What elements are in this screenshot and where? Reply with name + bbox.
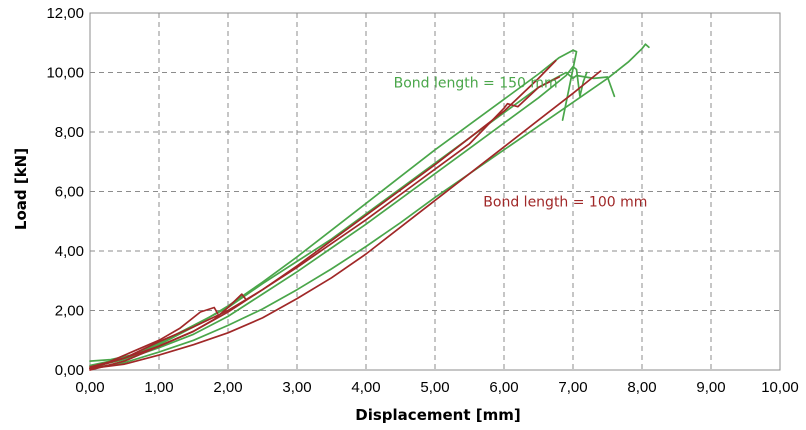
x-axis-title: Displacement [mm] (355, 406, 520, 424)
x-tick-label: 2,00 (213, 379, 242, 396)
x-tick-label: 3,00 (282, 379, 311, 396)
x-tick-label: 4,00 (351, 379, 380, 396)
grid (89, 12, 781, 371)
x-tick-label: 1,00 (144, 379, 173, 396)
tick-labels: 0,00 1,00 2,00 3,00 4,00 5,00 6,00 7,00 8,00 9,00… (46, 5, 798, 396)
series-line-bond-100 (89, 76, 561, 370)
x-tick-label: 8,00 (627, 379, 656, 396)
series-line-bond-150 (89, 71, 616, 362)
x-tick-label: 6,00 (489, 379, 518, 396)
x-tick-label: 0,00 (75, 379, 104, 396)
y-tick-label: 2,00 (55, 303, 84, 320)
series-line-bond-100 (89, 59, 557, 371)
y-tick-label: 10,00 (46, 65, 84, 82)
y-axis-title: Load [kN] (12, 148, 30, 230)
y-tick-label: 4,00 (55, 243, 84, 260)
annotation-bond-150: Bond length = 150 mm (394, 75, 558, 91)
series-line-bond-100 (89, 293, 247, 368)
x-tick-label: 9,00 (696, 379, 725, 396)
y-tick-label: 6,00 (55, 184, 84, 201)
series-line-bond-150 (89, 43, 650, 370)
annotation-bond-100: Bond length = 100 mm (483, 194, 647, 210)
x-tick-label: 5,00 (420, 379, 449, 396)
plot-frame (89, 12, 781, 371)
y-tick-label: 12,00 (46, 5, 84, 22)
series-line-bond-100 (89, 70, 602, 370)
series-lines (89, 43, 650, 371)
series-line-bond-150 (89, 65, 588, 368)
y-tick-label: 0,00 (55, 362, 84, 379)
x-tick-label: 10,00 (761, 379, 799, 396)
series-line-bond-100 (109, 306, 219, 362)
x-tick-label: 7,00 (558, 379, 587, 396)
y-tick-label: 8,00 (55, 124, 84, 141)
